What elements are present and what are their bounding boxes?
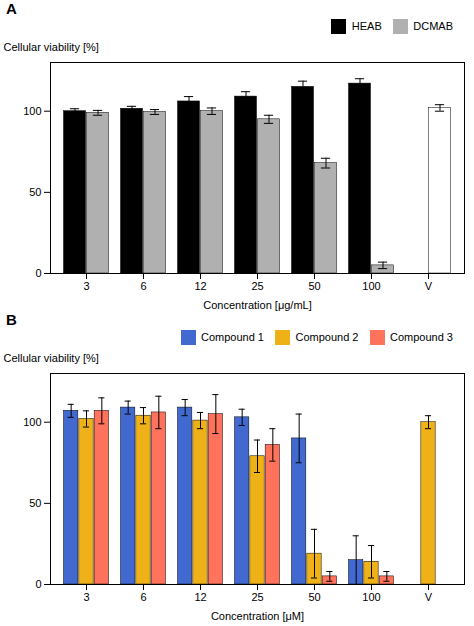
svg-text:50: 50 (308, 280, 320, 292)
svg-text:3: 3 (83, 591, 89, 603)
svg-text:12: 12 (194, 280, 206, 292)
svg-text:25: 25 (251, 280, 263, 292)
svg-text:25: 25 (251, 591, 263, 603)
svg-text:0: 0 (35, 267, 41, 279)
svg-text:100: 100 (23, 416, 41, 428)
html-text:HEAB: HEAB (351, 20, 382, 33)
svg-text:V: V (425, 280, 433, 292)
html-text:B: B (6, 311, 17, 328)
svg-text:100: 100 (362, 591, 380, 603)
svg-text:50: 50 (29, 186, 41, 198)
svg-text:12: 12 (194, 591, 206, 603)
html-text:Compound 2: Compound 2 (295, 331, 359, 344)
svg-text:Cellular viability [%]: Cellular viability [%] (4, 41, 99, 53)
html-text:Compound 3: Compound 3 (390, 331, 453, 344)
svg-text:50: 50 (308, 591, 320, 603)
svg-text:V: V (425, 591, 433, 603)
svg-text:Cellular viability [%]: Cellular viability [%] (4, 352, 99, 364)
svg-text:100: 100 (23, 105, 41, 117)
html-text:DCMAB: DCMAB (413, 20, 453, 33)
svg-text:6: 6 (140, 591, 146, 603)
svg-text:50: 50 (29, 497, 41, 509)
html-text:Compound 1: Compound 1 (201, 331, 264, 344)
svg-text:0: 0 (35, 578, 41, 590)
svg-text:Concentration [μM]: Concentration [μM] (211, 610, 304, 622)
svg-text:6: 6 (140, 280, 146, 292)
svg-text:100: 100 (362, 280, 380, 292)
svg-text:3: 3 (83, 280, 89, 292)
html-text:A: A (6, 0, 17, 17)
svg-text:Concentration [μg/mL]: Concentration [μg/mL] (203, 299, 311, 311)
